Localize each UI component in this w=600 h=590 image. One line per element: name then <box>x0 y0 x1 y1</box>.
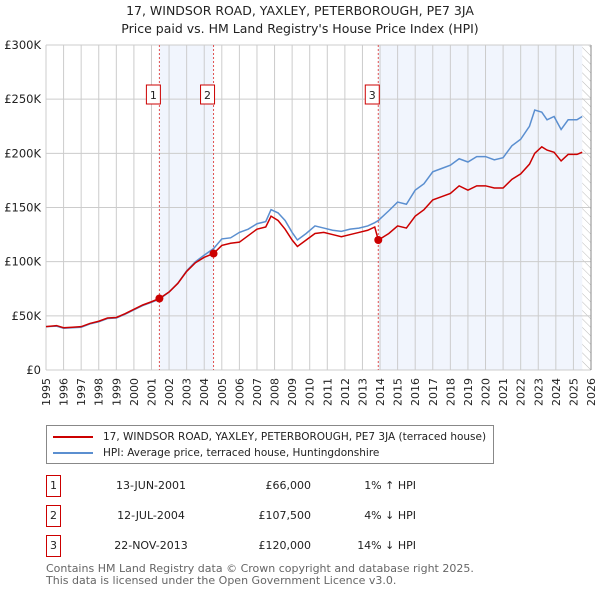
sale-hpi-diff: 1% ↑ HPI <box>364 479 416 492</box>
sale-hpi-diff: 14% ↓ HPI <box>357 539 416 552</box>
sale-label-box <box>145 84 161 105</box>
y-tick-label: £100K <box>4 255 41 269</box>
x-tick-label: 1998 <box>93 378 106 406</box>
y-tick-label: £300K <box>4 38 41 52</box>
x-tick-label: 2008 <box>269 378 282 406</box>
x-tick-label: 2000 <box>128 378 141 406</box>
sale-price: £120,000 <box>258 539 312 552</box>
x-tick-label: 2007 <box>251 378 264 406</box>
sale-number: 3 <box>46 535 61 557</box>
x-tick-label: 2005 <box>216 378 229 406</box>
x-tick-label: 2003 <box>181 378 194 406</box>
x-tick-label: 2026 <box>585 378 598 406</box>
sale-row: 2 12-JUL-2004 £107,500 4% ↓ HPI <box>46 505 446 527</box>
x-tick-label: 2022 <box>515 378 528 406</box>
x-tick-label: 2001 <box>145 378 158 406</box>
x-tick-label: 2002 <box>163 378 176 406</box>
y-tick-label: £0 <box>26 363 41 377</box>
y-tick-label: £200K <box>4 146 41 160</box>
x-tick-label: 2012 <box>339 378 352 406</box>
chart-subtitle: Price paid vs. HM Land Registry's House … <box>121 21 479 36</box>
price-paid-line <box>45 145 583 329</box>
legend-swatch <box>53 436 93 438</box>
sale-label-box <box>200 84 216 105</box>
sale-price: £107,500 <box>258 509 312 522</box>
footer: Contains HM Land Registry data © Crown c… <box>46 563 474 587</box>
footer-line: Contains HM Land Registry data © Crown c… <box>46 562 474 575</box>
sale-label-box <box>364 84 380 105</box>
x-tick-label: 2004 <box>198 378 211 406</box>
x-tick-label: 2011 <box>321 378 334 406</box>
sale-point <box>155 294 164 303</box>
y-tick-label: £150K <box>4 201 41 215</box>
sale-label: 2 <box>204 89 211 102</box>
sale-row: 3 22-NOV-2013 £120,000 14% ↓ HPI <box>46 535 446 557</box>
sale-point <box>374 236 383 244</box>
x-tick-label: 2024 <box>550 378 563 406</box>
x-tick-label: 2018 <box>444 378 457 406</box>
x-tick-label: 1996 <box>58 378 71 406</box>
x-tick-label: 2013 <box>356 378 369 406</box>
x-tick-label: 2009 <box>286 378 299 406</box>
x-tick-label: 2023 <box>532 378 545 406</box>
legend-label: HPI: Average price, terraced house, Hunt… <box>103 447 380 459</box>
sale-date: 12-JUL-2004 <box>117 509 185 522</box>
legend-item-property: 17, WINDSOR ROAD, YAXLEY, PETERBOROUGH, … <box>53 430 486 444</box>
chart-title: 17, WINDSOR ROAD, YAXLEY, PETERBOROUGH, … <box>126 3 474 18</box>
sale-number: 2 <box>46 505 61 527</box>
x-tick-label: 2010 <box>304 378 317 406</box>
y-tick-label: £50K <box>12 309 42 323</box>
sale-label: 3 <box>369 89 376 102</box>
x-tick-label: 1997 <box>75 378 88 406</box>
x-tick-label: 1999 <box>110 378 123 406</box>
sale-date: 13-JUN-2001 <box>115 479 187 492</box>
sale-point <box>209 249 218 258</box>
x-tick-label: 2019 <box>462 378 475 406</box>
sale-price: £66,000 <box>265 479 312 492</box>
legend-label: 17, WINDSOR ROAD, YAXLEY, PETERBOROUGH, … <box>103 431 487 443</box>
footer-line: This data is licensed under the Open Gov… <box>46 574 397 587</box>
x-tick-label: 2006 <box>233 378 246 406</box>
legend: 17, WINDSOR ROAD, YAXLEY, PETERBOROUGH, … <box>46 425 494 464</box>
plot-area: 1995 1996 1997 1998 1999 2000 2001 2002 2003 2004… <box>4 38 598 406</box>
legend-swatch <box>53 452 93 454</box>
x-tick-label: 2014 <box>374 378 387 406</box>
x-tick-label: 1995 <box>40 378 53 406</box>
y-tick-label: £250K <box>4 92 41 106</box>
x-tick-label: 2020 <box>480 378 493 406</box>
sale-hpi-diff: 4% ↓ HPI <box>364 509 416 522</box>
x-tick-label: 2025 <box>567 378 580 406</box>
sale-number: 1 <box>46 475 61 497</box>
sale-label: 1 <box>150 89 157 102</box>
x-tick-label: 2021 <box>497 378 510 406</box>
x-tick-label: 2015 <box>392 378 405 406</box>
legend-item-hpi: HPI: Average price, terraced house, Hunt… <box>53 446 379 460</box>
x-tick-label: 2016 <box>409 378 422 406</box>
sale-date: 22-NOV-2013 <box>114 539 188 552</box>
sale-row: 1 13-JUN-2001 £66,000 1% ↑ HPI <box>46 475 446 497</box>
x-tick-label: 2017 <box>427 378 440 406</box>
